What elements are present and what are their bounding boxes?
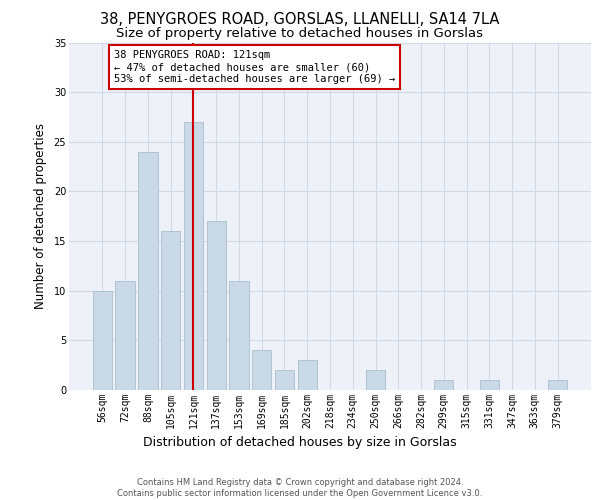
- Bar: [184, 122, 203, 390]
- Bar: [366, 370, 385, 390]
- Bar: [479, 380, 499, 390]
- Text: Distribution of detached houses by size in Gorslas: Distribution of detached houses by size …: [143, 436, 457, 449]
- Bar: [434, 380, 454, 390]
- Bar: [229, 281, 248, 390]
- Bar: [161, 231, 181, 390]
- Bar: [548, 380, 567, 390]
- Bar: [252, 350, 271, 390]
- Bar: [138, 152, 158, 390]
- Text: Size of property relative to detached houses in Gorslas: Size of property relative to detached ho…: [116, 28, 484, 40]
- Text: 38 PENYGROES ROAD: 121sqm
← 47% of detached houses are smaller (60)
53% of semi-: 38 PENYGROES ROAD: 121sqm ← 47% of detac…: [114, 50, 395, 84]
- Text: Contains HM Land Registry data © Crown copyright and database right 2024.
Contai: Contains HM Land Registry data © Crown c…: [118, 478, 482, 498]
- Bar: [275, 370, 294, 390]
- Bar: [115, 281, 135, 390]
- Bar: [93, 290, 112, 390]
- Bar: [298, 360, 317, 390]
- Text: 38, PENYGROES ROAD, GORSLAS, LLANELLI, SA14 7LA: 38, PENYGROES ROAD, GORSLAS, LLANELLI, S…: [100, 12, 500, 28]
- Y-axis label: Number of detached properties: Number of detached properties: [34, 123, 47, 309]
- Bar: [206, 221, 226, 390]
